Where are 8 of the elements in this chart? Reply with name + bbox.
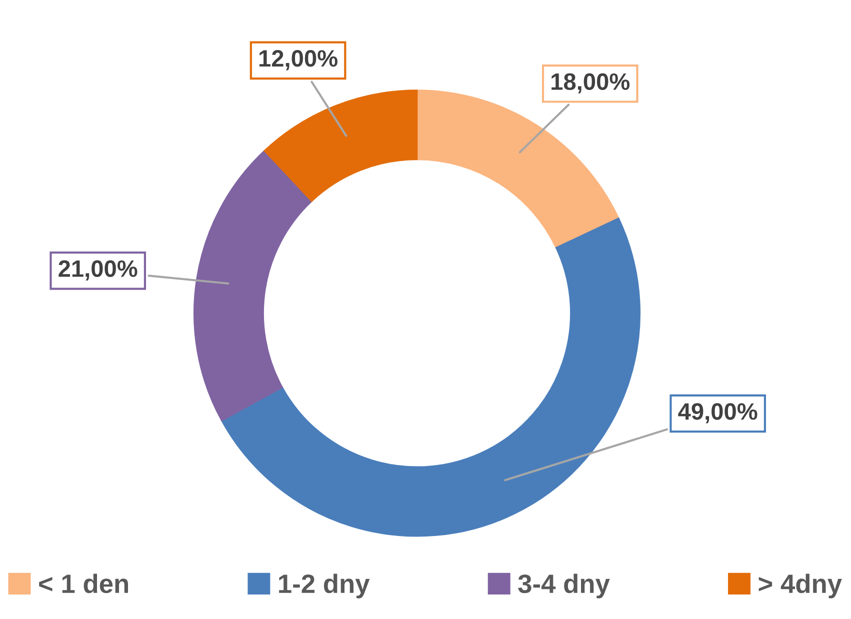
legend-label: < 1 den (39, 574, 128, 594)
legend-label: > 4dny (758, 574, 842, 598)
data-label: 12,00% (259, 50, 338, 70)
data-label: 18,00% (552, 73, 630, 94)
data-label: 21,00% (58, 260, 138, 280)
legend-label: 3-4 dny (518, 574, 610, 598)
legend-label: 1-2 dny (279, 574, 370, 598)
data-label: 49,00% (678, 403, 758, 424)
